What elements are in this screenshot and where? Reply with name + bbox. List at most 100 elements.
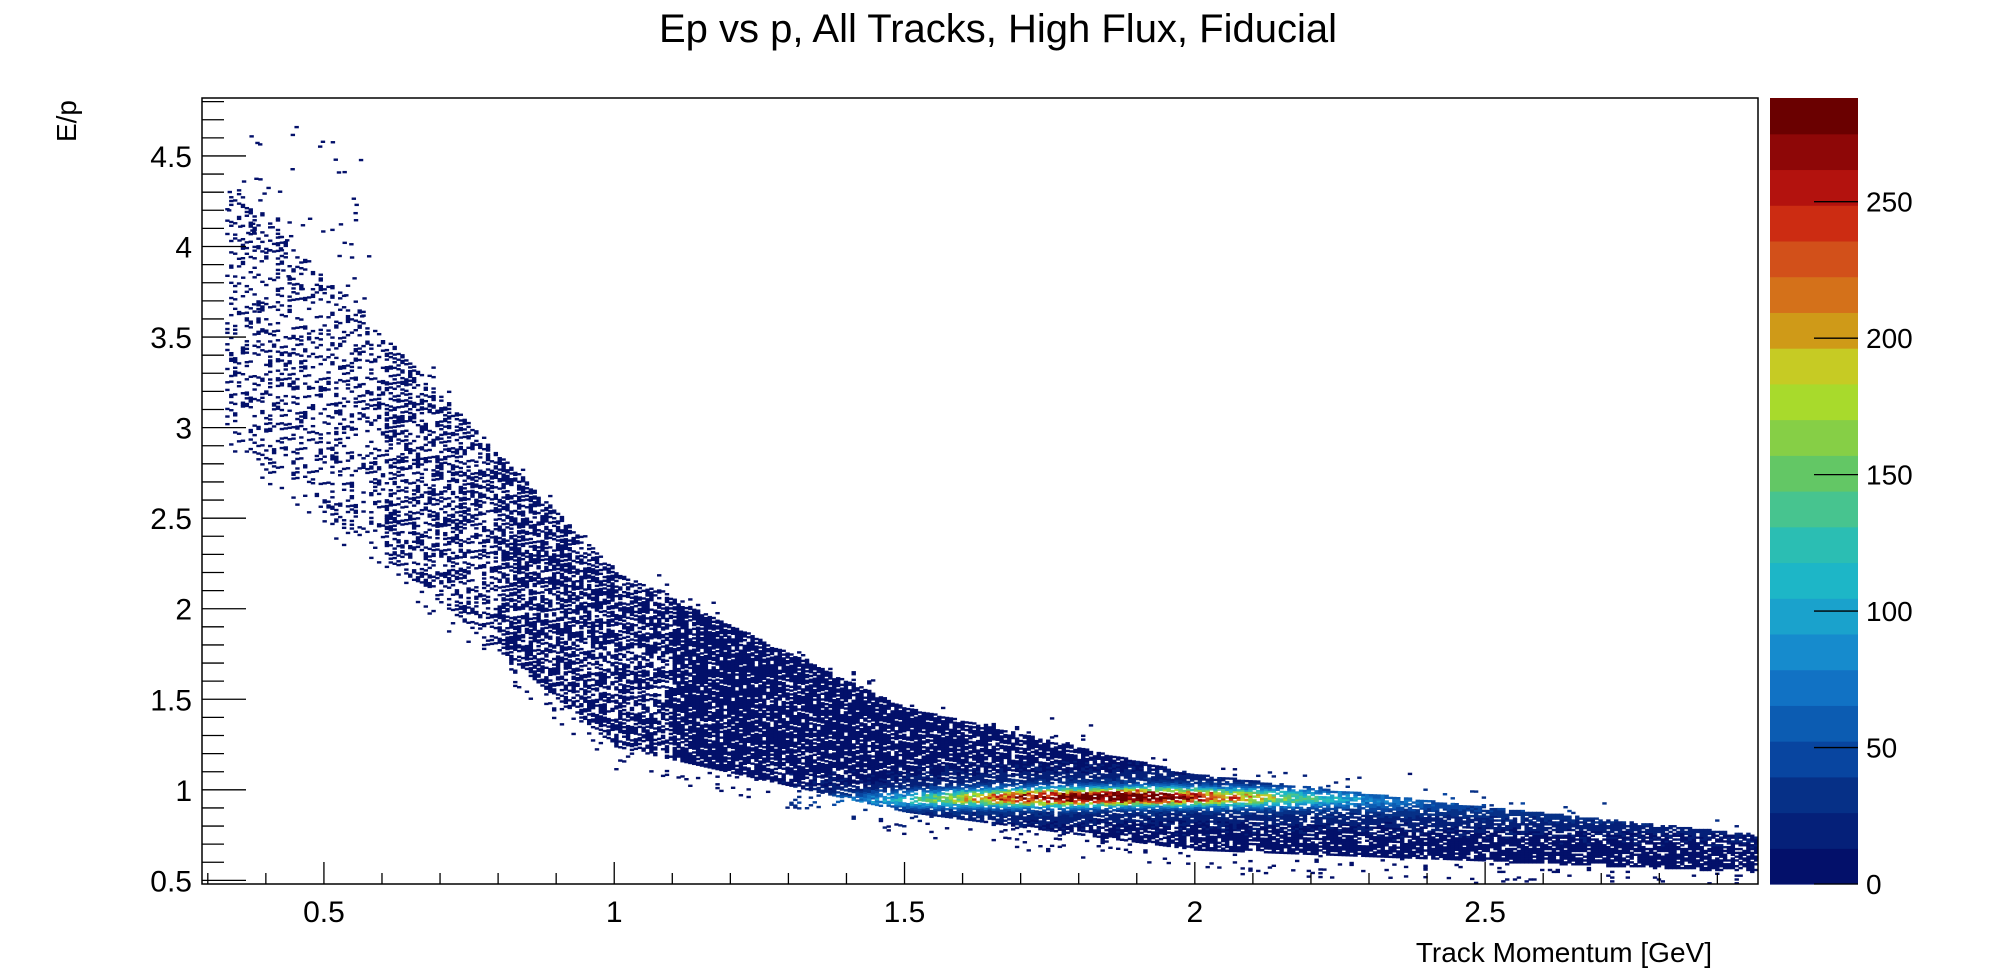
- heatmap-cell: [400, 411, 405, 414]
- heatmap-cell: [559, 572, 565, 576]
- heatmap-cell: [376, 332, 382, 336]
- heatmap-cell: [334, 404, 339, 407]
- heatmap-cell: [411, 365, 417, 369]
- heatmap-cell: [688, 712, 693, 715]
- heatmap-cell: [548, 667, 553, 671]
- heatmap-cell: [649, 739, 654, 743]
- heatmap-cell: [384, 461, 390, 464]
- heatmap-cell: [672, 716, 677, 719]
- heatmap-cell: [524, 631, 530, 634]
- heatmap-cell: [668, 738, 674, 741]
- heatmap-cell: [649, 722, 654, 726]
- heatmap-cell: [478, 614, 483, 617]
- heatmap-cell: [555, 670, 561, 673]
- heatmap-cell: [404, 404, 409, 408]
- heatmap-cell: [567, 617, 572, 620]
- heatmap-cell: [427, 410, 432, 414]
- heatmap-cell: [692, 627, 697, 631]
- heatmap-cell: [303, 447, 308, 450]
- heatmap-cell: [680, 720, 685, 723]
- heatmap-cell: [400, 530, 405, 534]
- heatmap-cell: [338, 367, 343, 370]
- heatmap-cell: [602, 562, 607, 565]
- heatmap-cell: [349, 508, 355, 511]
- heatmap-cell: [590, 684, 596, 687]
- heatmap-cell: [625, 685, 631, 688]
- heatmap-cell: [641, 728, 646, 731]
- heatmap-cell: [536, 605, 541, 608]
- heatmap-cell: [481, 474, 487, 478]
- heatmap-cell: [454, 478, 460, 482]
- heatmap-cell: [388, 464, 393, 467]
- heatmap-cell: [497, 479, 502, 483]
- heatmap-cell: [583, 675, 588, 679]
- heatmap-cell: [501, 574, 506, 577]
- heatmap-cell: [672, 720, 677, 723]
- heatmap-cell: [559, 641, 565, 644]
- heatmap-cell: [676, 629, 681, 633]
- heatmap-cell: [388, 477, 393, 481]
- heatmap-cell: [532, 540, 537, 544]
- heatmap-cell: [458, 413, 464, 416]
- heatmap-cell: [614, 574, 619, 577]
- heatmap-cell: [443, 505, 448, 508]
- heatmap-cell: [625, 645, 631, 648]
- heatmap-cell: [520, 529, 526, 532]
- heatmap-cell: [633, 677, 639, 680]
- heatmap-cell: [622, 699, 627, 702]
- heatmap-cell: [551, 619, 557, 623]
- heatmap-cell: [233, 328, 238, 331]
- heatmap-cell: [497, 468, 502, 471]
- heatmap-cell: [598, 679, 604, 682]
- heatmap-cell: [524, 523, 530, 526]
- heatmap-cell: [676, 624, 681, 627]
- heatmap-cell: [408, 415, 413, 419]
- heatmap-cell: [373, 407, 378, 411]
- heatmap-cell: [466, 570, 471, 573]
- heatmap-cell: [275, 263, 281, 266]
- heatmap-cell: [400, 551, 405, 555]
- heatmap-cell: [622, 646, 627, 649]
- heatmap-cell: [548, 702, 553, 705]
- heatmap-cell: [524, 561, 530, 564]
- heatmap-cell: [653, 733, 658, 736]
- heatmap-cell: [493, 550, 499, 554]
- heatmap-cell: [236, 257, 242, 260]
- heatmap-cell: [435, 498, 440, 502]
- heatmap-cell: [540, 509, 545, 512]
- heatmap-cell: [423, 573, 428, 576]
- heatmap-cell: [637, 714, 642, 717]
- heatmap-cell: [478, 549, 483, 552]
- heatmap-cell: [680, 636, 685, 639]
- heatmap-cell: [563, 627, 569, 630]
- heatmap-cell: [334, 381, 339, 384]
- heatmap-cell: [283, 364, 288, 367]
- heatmap-cell: [641, 671, 646, 674]
- heatmap-cell: [392, 378, 397, 381]
- heatmap-cell: [579, 554, 584, 558]
- heatmap-cell: [649, 621, 654, 625]
- heatmap-cell: [275, 244, 281, 247]
- heatmap-cell: [256, 300, 261, 303]
- heatmap-cell: [695, 647, 701, 650]
- heatmap-cell: [586, 699, 592, 703]
- heatmap-cell: [462, 452, 467, 456]
- heatmap-cell: [271, 305, 277, 308]
- heatmap-cell: [470, 588, 475, 592]
- heatmap-cell: [684, 759, 689, 762]
- heatmap-cell: [275, 219, 281, 222]
- heatmap-cell: [466, 459, 471, 463]
- heatmap-cell: [680, 704, 685, 708]
- heatmap-cell: [505, 507, 510, 510]
- heatmap-cell: [602, 682, 607, 685]
- heatmap-cell: [657, 730, 662, 733]
- heatmap-cell: [559, 723, 565, 726]
- heatmap-cell: [676, 730, 681, 734]
- heatmap-cell: [672, 748, 677, 752]
- heatmap-cell: [271, 333, 277, 337]
- heatmap-cell: [404, 442, 409, 446]
- heatmap-cell: [520, 647, 526, 650]
- heatmap-cell: [575, 644, 580, 648]
- heatmap-cell: [579, 617, 584, 620]
- heatmap-cell: [314, 291, 320, 294]
